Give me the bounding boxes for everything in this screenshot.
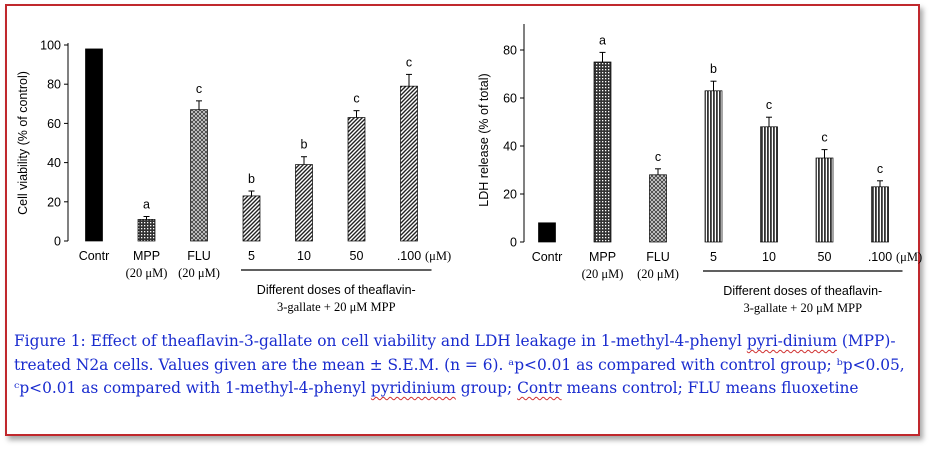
cell-viability-chart: Cell viability (% of control) 0 20 40 60 80 1… [16,39,451,315]
x-tick-label: Contr [532,250,563,264]
y-tick-label: 0 [510,236,517,250]
ldh-release-chart: LDH release (% of total) 0 20 40 60 80 Contr a… [477,24,922,315]
significance-label: c [406,55,412,69]
x-tick-label: 50 [350,249,364,263]
x-tick-sublabel: (20 μM) [637,267,679,281]
significance-label: a [599,33,606,47]
x-tick-label: .100 [868,250,892,264]
x-tick-label: FLU [646,250,670,264]
bar-.100 [400,85,418,242]
y-tick-label: 60 [503,92,517,106]
bar-Contr [85,48,103,242]
x-tick-label: Contr [79,249,110,263]
x-tick-label: FLU [187,249,211,263]
group-label-line-1: Different doses of theaflavin- [723,284,882,298]
bar-50 [347,117,366,242]
caption-part-2: pyri-dinium [746,332,837,350]
group-label-line-1: Different doses of theaflavin- [257,283,416,297]
significance-label: b [710,62,717,76]
y-axis-label: Cell viability (% of control) [16,71,30,215]
caption-part-6: Contr [517,379,562,397]
significance-label: a [143,198,150,212]
bar-MPP [137,219,156,242]
bar-10 [295,164,313,242]
significance-label: c [196,82,202,96]
bar-.100 [871,186,889,243]
y-tick-label: 20 [503,188,517,202]
y-tick-label: 20 [47,195,61,209]
bar-MPP [593,61,612,243]
significance-label: c [766,98,772,112]
bar-10 [760,126,778,243]
group-label-line-2: 3-gallate + 20 μM MPP [743,301,862,315]
x-tick-label: MPP [589,250,616,264]
x-tick-label: 50 [818,250,832,264]
y-tick-label: 40 [47,156,61,170]
bar-5 [242,195,261,242]
significance-label: c [655,150,661,164]
y-tick-label: 100 [40,39,61,53]
bar-FLU [649,174,667,243]
bar-50 [815,157,834,243]
y-tick-label: 80 [47,78,61,92]
caption-part-4: pyridinium [370,379,456,397]
significance-label: c [353,92,359,106]
y-axis-label: LDH release (% of total) [477,73,491,206]
y-tick-label: 0 [54,235,61,249]
bar-FLU [190,109,208,242]
caption-part-5: group; [455,379,518,397]
x-unit-label: (μM) [425,249,451,263]
significance-label: b [248,172,255,186]
x-tick-label: 10 [297,249,311,263]
x-unit-label: (μM) [896,250,922,264]
x-tick-label: 5 [710,250,717,264]
group-label-line-2: 3-gallate + 20 μM MPP [277,300,396,314]
figure-caption: Figure 1: Effect of theaflavin-3-gallate… [14,330,920,401]
x-tick-sublabel: (20 μM) [178,266,220,280]
y-tick-label: 40 [503,140,517,154]
x-tick-label: 5 [248,249,255,263]
x-tick-label: 10 [762,250,776,264]
y-tick-label: 80 [503,44,517,58]
significance-label: c [877,162,883,176]
significance-label: b [301,138,308,152]
caption-part-3: (MPP)-treated N2a cells. Values given ar… [14,332,905,397]
y-tick-label: 60 [47,117,61,131]
caption-part-7: means control; FLU means fluoxetine [561,379,859,397]
x-tick-label: .100 [397,249,421,263]
x-tick-label: MPP [133,249,160,263]
caption-part-1: Figure 1: Effect of theaflavin-3-gallate… [14,332,747,350]
x-tick-sublabel: (20 μM) [582,267,624,281]
bar-Contr [538,222,556,243]
x-tick-sublabel: (20 μM) [126,266,168,280]
significance-label: c [821,131,827,145]
bar-5 [704,90,723,243]
